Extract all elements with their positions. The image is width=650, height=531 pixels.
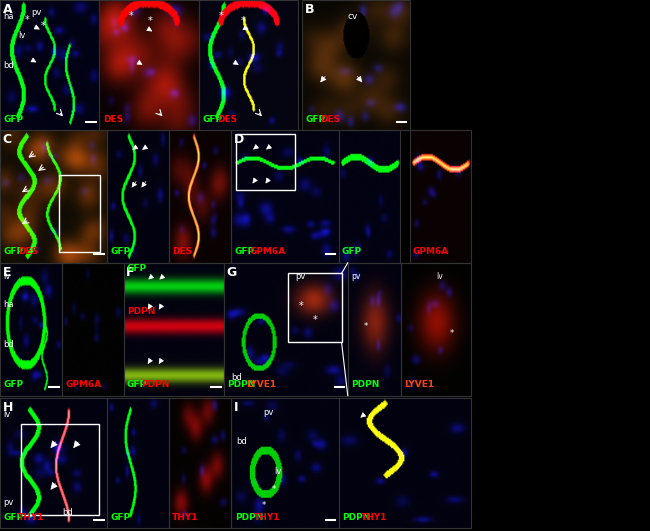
Text: F: F [126, 266, 135, 278]
Text: bd: bd [3, 340, 14, 349]
Text: GPM6A: GPM6A [65, 380, 101, 389]
Text: ha: ha [3, 12, 14, 21]
Text: D: D [234, 133, 244, 145]
Text: bd: bd [231, 373, 242, 382]
Text: bd: bd [237, 437, 248, 446]
Text: DES: DES [18, 247, 38, 256]
Text: H: H [3, 401, 13, 414]
Text: *: * [241, 16, 246, 26]
Bar [107, 398, 169, 528]
Text: THY1: THY1 [172, 513, 199, 522]
Bar [0, 0, 99, 130]
Bar [231, 130, 339, 263]
Bar [289, 273, 342, 342]
Text: *: * [40, 21, 45, 31]
Bar [0, 263, 62, 396]
Text: *: * [450, 329, 454, 338]
Bar [401, 263, 471, 396]
Text: GFP: GFP [202, 115, 222, 124]
Text: I: I [234, 401, 239, 414]
Text: PDPN: PDPN [342, 513, 370, 522]
Bar [302, 0, 410, 130]
Text: pv: pv [3, 498, 14, 507]
Text: GFP: GFP [306, 115, 326, 124]
Text: GFP: GFP [235, 247, 255, 256]
Text: GFP: GFP [3, 380, 23, 389]
Bar [107, 130, 169, 263]
Text: E: E [3, 266, 11, 278]
Text: C: C [3, 133, 12, 145]
Text: PDPN: PDPN [227, 380, 256, 389]
Text: LYVE1: LYVE1 [404, 380, 434, 389]
Text: DES: DES [172, 247, 192, 256]
Text: LYVE1: LYVE1 [246, 380, 276, 389]
Text: B: B [305, 3, 315, 15]
Text: PDPN: PDPN [142, 380, 170, 389]
Text: lv: lv [436, 272, 443, 281]
Bar [339, 398, 471, 528]
Text: *: * [298, 301, 303, 311]
Text: THY1: THY1 [361, 513, 387, 522]
Text: *: * [129, 11, 133, 21]
Text: *: * [218, 11, 223, 21]
Text: PDPN: PDPN [127, 307, 155, 315]
Text: THY1: THY1 [18, 513, 44, 522]
Text: bd: bd [3, 61, 14, 70]
Text: lv: lv [18, 31, 25, 40]
Text: GFP: GFP [3, 513, 23, 522]
Bar [124, 263, 224, 396]
Bar [236, 134, 294, 190]
Text: lv: lv [274, 467, 281, 476]
Text: pv: pv [31, 8, 42, 17]
Text: DES: DES [103, 115, 123, 124]
Bar [99, 0, 199, 130]
Text: *: * [272, 485, 276, 494]
Bar [199, 0, 298, 130]
Text: *: * [148, 16, 153, 26]
Text: G: G [227, 266, 237, 278]
Text: GFP: GFP [127, 264, 147, 273]
Text: DES: DES [217, 115, 237, 124]
Text: pv: pv [351, 272, 360, 281]
Bar [59, 175, 99, 252]
Text: lv: lv [3, 272, 10, 281]
Text: ha: ha [3, 300, 14, 309]
Bar [224, 263, 348, 396]
Text: GPM6A: GPM6A [413, 247, 449, 256]
Text: GPM6A: GPM6A [250, 247, 285, 256]
Text: lv: lv [3, 410, 10, 419]
Bar [339, 130, 400, 263]
Text: PDPN: PDPN [235, 513, 263, 522]
Text: GFP: GFP [111, 513, 131, 522]
Bar [231, 398, 339, 528]
Text: GFP: GFP [342, 247, 362, 256]
Text: pv: pv [295, 272, 306, 281]
Bar [0, 130, 107, 263]
Bar [62, 263, 124, 396]
Text: *: * [261, 501, 266, 510]
Text: THY1: THY1 [254, 513, 280, 522]
Bar [348, 263, 401, 396]
Bar [169, 130, 231, 263]
Text: GFP: GFP [111, 247, 131, 256]
Bar [0, 398, 107, 528]
Text: GFP: GFP [3, 115, 23, 124]
Text: bd: bd [62, 508, 73, 517]
Text: GFP: GFP [127, 380, 147, 389]
Text: *: * [313, 314, 318, 324]
Text: PDPN: PDPN [351, 380, 380, 389]
Text: GFP: GFP [3, 247, 23, 256]
Text: DES: DES [320, 115, 340, 124]
Text: *: * [364, 322, 368, 331]
Text: *: * [25, 15, 29, 25]
Bar [21, 424, 99, 515]
Bar [410, 130, 471, 263]
Text: cv: cv [347, 12, 358, 21]
Text: A: A [3, 3, 12, 15]
Text: pv: pv [264, 408, 274, 417]
Bar [169, 398, 231, 528]
